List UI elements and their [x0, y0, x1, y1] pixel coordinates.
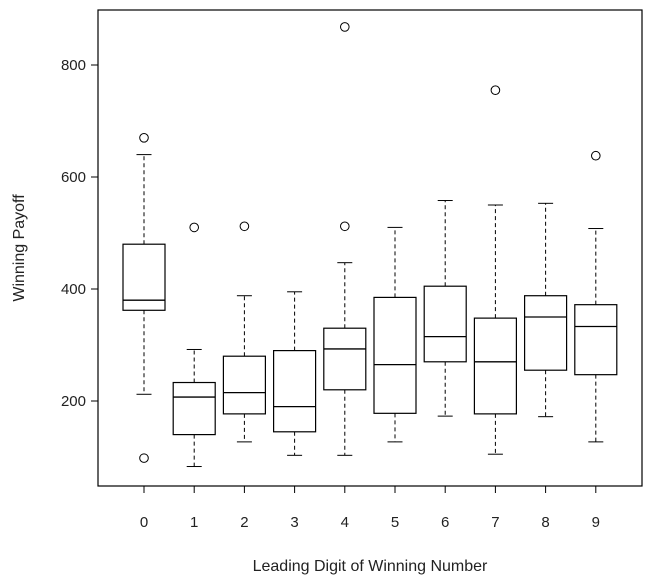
iqr-box-0	[122, 243, 166, 311]
box-6	[423, 200, 467, 417]
outlier-7-0	[490, 85, 501, 95]
x-tick-label-7: 7	[491, 514, 499, 531]
y-axis-title: Winning Payoff	[11, 194, 28, 302]
y-tick-label-600: 600	[61, 169, 86, 186]
x-tick-label-0: 0	[140, 514, 148, 531]
x-tick-label-9: 9	[592, 514, 600, 531]
iqr-box-2	[222, 355, 266, 415]
outlier-4-1	[340, 22, 350, 32]
y-axis: 200 400 600 800	[61, 57, 98, 410]
y-tick-label-800: 800	[61, 57, 86, 74]
iqr-box-9	[574, 304, 618, 376]
outlier-0-1	[139, 453, 149, 463]
x-tick-label-2: 2	[240, 514, 248, 531]
outlier-9-0	[591, 150, 601, 161]
box-5	[373, 226, 417, 443]
box-9	[574, 150, 618, 443]
x-tick-label-4: 4	[341, 514, 349, 531]
box-7	[473, 85, 517, 455]
outlier-2-0	[239, 221, 250, 232]
box-0	[122, 133, 166, 463]
iqr-box-7	[473, 317, 517, 415]
iqr-box-6	[423, 285, 467, 363]
iqr-box-4	[323, 327, 367, 391]
iqr-box-5	[373, 296, 417, 414]
box-1	[172, 222, 216, 468]
iqr-box-3	[273, 350, 317, 433]
outlier-4-0	[340, 221, 350, 232]
box-4	[323, 22, 367, 456]
iqr-box-1	[172, 381, 216, 436]
box-3	[273, 291, 317, 456]
x-tick-label-6: 6	[441, 514, 449, 531]
y-tick-label-200: 200	[61, 393, 86, 410]
plot-frame	[97, 9, 643, 487]
x-tick-label-5: 5	[391, 514, 399, 531]
outlier-0-0	[139, 133, 149, 143]
outlier-1-0	[189, 222, 199, 233]
iqr-box-8	[523, 295, 568, 371]
x-tick-label-1: 1	[190, 514, 198, 531]
x-tick-label-8: 8	[541, 514, 549, 531]
box-series	[122, 22, 618, 468]
x-axis: 0 1 2 3 4 5 6 7 8 9	[140, 486, 600, 531]
box-2	[222, 221, 266, 443]
box-8	[523, 202, 568, 418]
y-tick-label-400: 400	[61, 281, 86, 298]
x-axis-title: Leading Digit of Winning Number	[253, 558, 488, 575]
x-tick-label-3: 3	[290, 514, 298, 531]
